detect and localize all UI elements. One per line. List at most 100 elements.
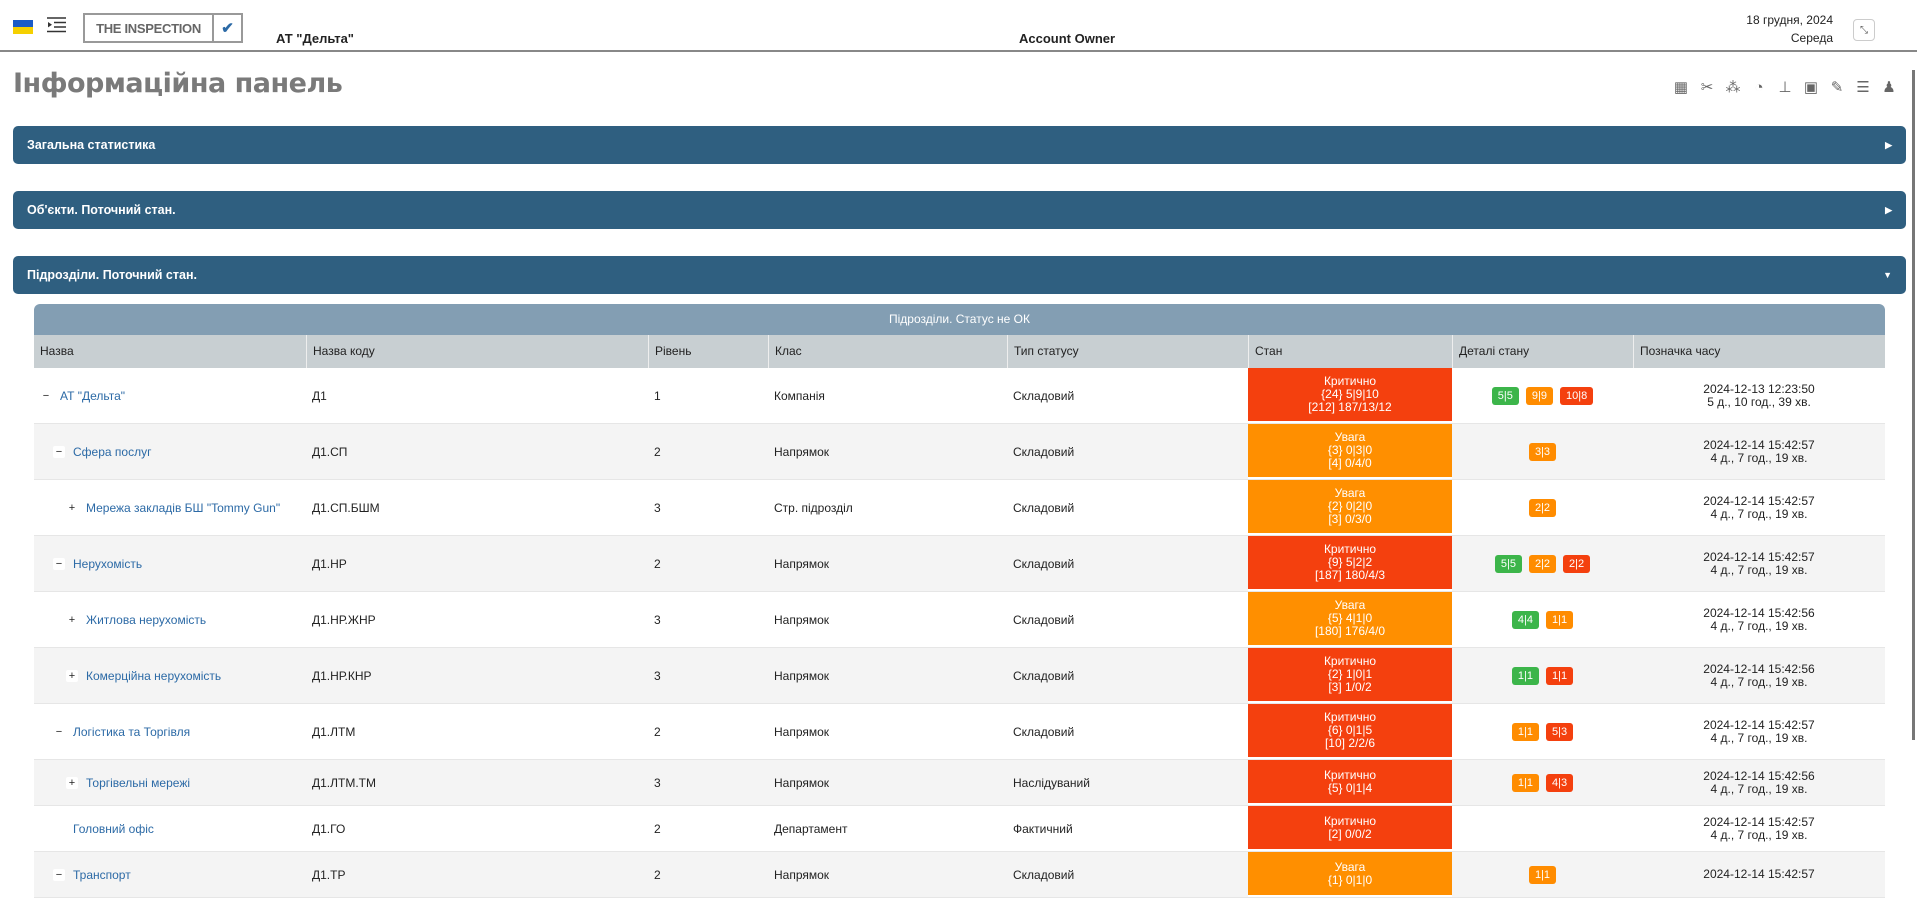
status-badge-red[interactable]: 4|3 bbox=[1546, 773, 1574, 792]
expand-icon[interactable]: + bbox=[66, 613, 78, 626]
status-badge-red[interactable]: 1|1 bbox=[1546, 666, 1574, 685]
status-badge-red[interactable]: 5|3 bbox=[1546, 722, 1574, 741]
current-date: 18 грудня, 2024 Середа bbox=[1746, 11, 1833, 47]
status-badge-orange[interactable]: 1|1 bbox=[1511, 722, 1539, 741]
collapse-icon[interactable]: − bbox=[53, 868, 65, 881]
state-line: Критично bbox=[1323, 813, 1377, 828]
state-line: [2] 0/0/2 bbox=[1328, 826, 1372, 841]
cell-timestamp: 2024-12-14 15:42:57 bbox=[1633, 852, 1885, 897]
elapsed-text: 4 д., 7 год., 19 хв. bbox=[1710, 450, 1808, 465]
column-header-class[interactable]: Клас bbox=[768, 335, 1007, 368]
timestamp-text: 2024-12-14 15:42:57 bbox=[1703, 814, 1815, 829]
status-badge-red[interactable]: 10|8 bbox=[1559, 386, 1594, 405]
elapsed-text: 5 д., 10 год., 39 хв. bbox=[1707, 394, 1811, 409]
sitemap-icon[interactable]: ⊥ bbox=[1778, 79, 1792, 96]
table-row: Головний офіс Д1.ГО 2 Департамент Фактичний К… bbox=[34, 806, 1885, 852]
cell-level: 3 bbox=[654, 668, 661, 683]
check-icon[interactable]: ✔ bbox=[212, 15, 241, 41]
user-role[interactable]: Account Owner bbox=[1019, 31, 1116, 46]
status-badge-green[interactable]: 4|4 bbox=[1511, 610, 1539, 629]
status-badge-orange[interactable]: 1|1 bbox=[1511, 773, 1539, 792]
department-link[interactable]: Мережа закладів БШ "Tommy Gun" bbox=[86, 500, 281, 515]
timestamp-text: 2024-12-13 12:23:50 bbox=[1703, 381, 1815, 396]
department-link[interactable]: Житлова нерухомість bbox=[86, 612, 207, 627]
users-icon[interactable]: ♟ bbox=[1882, 79, 1896, 96]
expand-icon[interactable]: + bbox=[66, 501, 78, 514]
cell-name: − Логістика та Торгівля bbox=[34, 704, 306, 759]
department-link[interactable]: Сфера послуг bbox=[73, 444, 152, 459]
department-link[interactable]: Нерухомість bbox=[73, 556, 143, 571]
status-badge-orange[interactable]: 1|1 bbox=[1528, 865, 1557, 884]
chevron-down-icon: ▼ bbox=[1883, 270, 1892, 280]
status-badge-red[interactable]: 2|2 bbox=[1563, 554, 1591, 573]
cell-class: Напрямок bbox=[774, 775, 830, 790]
status-badge-orange[interactable]: 1|1 bbox=[1546, 610, 1574, 629]
cell-class: Департамент bbox=[774, 821, 848, 836]
state-line: {5} 0|1|4 bbox=[1327, 780, 1373, 795]
cell-timestamp: 2024-12-14 15:42:57 4 д., 7 год., 19 хв. bbox=[1633, 704, 1885, 759]
column-header-timestamp[interactable]: Позначка часу bbox=[1633, 335, 1885, 368]
chevron-right-icon: ▶ bbox=[1885, 139, 1892, 150]
edit-icon[interactable]: ✎ bbox=[1830, 79, 1844, 96]
tools-icon[interactable]: ✂ bbox=[1700, 79, 1714, 96]
status-badge-orange[interactable]: 3|3 bbox=[1528, 442, 1557, 461]
status-badge-orange[interactable]: 2|2 bbox=[1528, 498, 1557, 517]
cell-timestamp: 2024-12-14 15:42:57 4 д., 7 год., 19 хв. bbox=[1633, 806, 1885, 851]
collapse-icon[interactable]: − bbox=[53, 445, 65, 458]
panel-general-statistics[interactable]: Загальна статистика ▶ bbox=[13, 126, 1906, 164]
expand-icon[interactable]: + bbox=[66, 776, 78, 789]
fullscreen-compress-icon[interactable]: ⤡ bbox=[1853, 19, 1875, 41]
menu-indent-icon[interactable] bbox=[47, 17, 66, 33]
table-row: + Мережа закладів БШ "Tommy Gun" Д1.СП.БШМ… bbox=[34, 480, 1885, 536]
column-header-state[interactable]: Стан bbox=[1248, 335, 1452, 368]
collapse-icon[interactable]: − bbox=[53, 725, 65, 738]
department-link[interactable]: Логістика та Торгівля bbox=[73, 724, 191, 739]
panel-departments-status[interactable]: Підрозділи. Поточний стан. ▼ bbox=[13, 256, 1906, 294]
column-header-status-type[interactable]: Тип статусу bbox=[1007, 335, 1248, 368]
column-header-code[interactable]: Назва коду bbox=[306, 335, 648, 368]
department-link[interactable]: Транспорт bbox=[73, 867, 131, 882]
state-line: Критично bbox=[1323, 654, 1377, 668]
status-badge-green[interactable]: 5|5 bbox=[1494, 554, 1522, 573]
cell-state: Критично {9} 5|2|2 [187] 180/4/3 bbox=[1248, 536, 1452, 591]
calendar-check-icon[interactable]: ▣ bbox=[1803, 79, 1819, 96]
cell-code: Д1.НР.ЖНР bbox=[312, 612, 376, 627]
column-header-name[interactable]: Назва bbox=[40, 344, 74, 358]
cell-name: Головний офіс bbox=[34, 806, 306, 851]
ukraine-flag-icon[interactable] bbox=[13, 20, 33, 34]
column-header-state-details[interactable]: Деталі стану bbox=[1452, 335, 1633, 368]
department-link[interactable]: Комерційна нерухомість bbox=[86, 668, 222, 683]
expand-icon[interactable]: + bbox=[66, 669, 78, 682]
status-badge-green[interactable]: 5|5 bbox=[1491, 386, 1519, 405]
brand-logo-button[interactable]: THE INSPECTION ✔ bbox=[83, 13, 243, 43]
department-link[interactable]: Торгівельні мережі bbox=[86, 775, 191, 790]
qrcode-icon[interactable]: ▦ bbox=[1673, 79, 1689, 96]
status-badge-orange[interactable]: 9|9 bbox=[1525, 386, 1553, 405]
elapsed-text: 4 д., 7 год., 19 хв. bbox=[1710, 730, 1808, 745]
cell-class: Напрямок bbox=[774, 867, 830, 882]
department-link[interactable]: АТ "Дельта" bbox=[60, 388, 126, 403]
status-badge-green[interactable]: 1|1 bbox=[1511, 666, 1539, 685]
cubes-icon[interactable]: ⁂ bbox=[1725, 79, 1741, 96]
status-badge-orange[interactable]: 2|2 bbox=[1528, 554, 1557, 573]
collapse-icon[interactable]: − bbox=[53, 557, 65, 570]
dashboard-icon[interactable]: ◔ bbox=[1754, 78, 1764, 96]
cell-status-type: Складовий bbox=[1013, 724, 1075, 739]
column-header-level[interactable]: Рівень bbox=[648, 335, 768, 368]
cell-timestamp: 2024-12-13 12:23:50 5 д., 10 год., 39 хв. bbox=[1633, 368, 1885, 423]
elapsed-text: 4 д., 7 год., 19 хв. bbox=[1710, 562, 1808, 577]
top-header: THE INSPECTION ✔ АТ "Дельта" Account Own… bbox=[0, 0, 1917, 52]
cell-code: Д1.СП.БШМ bbox=[312, 500, 380, 515]
cell-state: Критично {5} 0|1|4 bbox=[1248, 760, 1452, 805]
cell-state-details: 1|1 4|3 bbox=[1452, 760, 1633, 805]
tasks-icon[interactable]: ☰ bbox=[1856, 79, 1870, 96]
cell-state: Увага {3} 0|3|0 [4] 0/4/0 bbox=[1248, 424, 1452, 479]
department-link[interactable]: Головний офіс bbox=[73, 821, 154, 836]
panel-objects-status[interactable]: Об'єкти. Поточний стан. ▶ bbox=[13, 191, 1906, 229]
cell-level: 2 bbox=[654, 444, 661, 459]
collapse-icon[interactable]: − bbox=[40, 389, 52, 402]
vertical-scrollbar[interactable] bbox=[1912, 70, 1915, 740]
cell-timestamp: 2024-12-14 15:42:56 4 д., 7 год., 19 хв. bbox=[1633, 760, 1885, 805]
elapsed-text: 4 д., 7 год., 19 хв. bbox=[1710, 674, 1808, 689]
cell-state-details bbox=[1452, 806, 1633, 851]
